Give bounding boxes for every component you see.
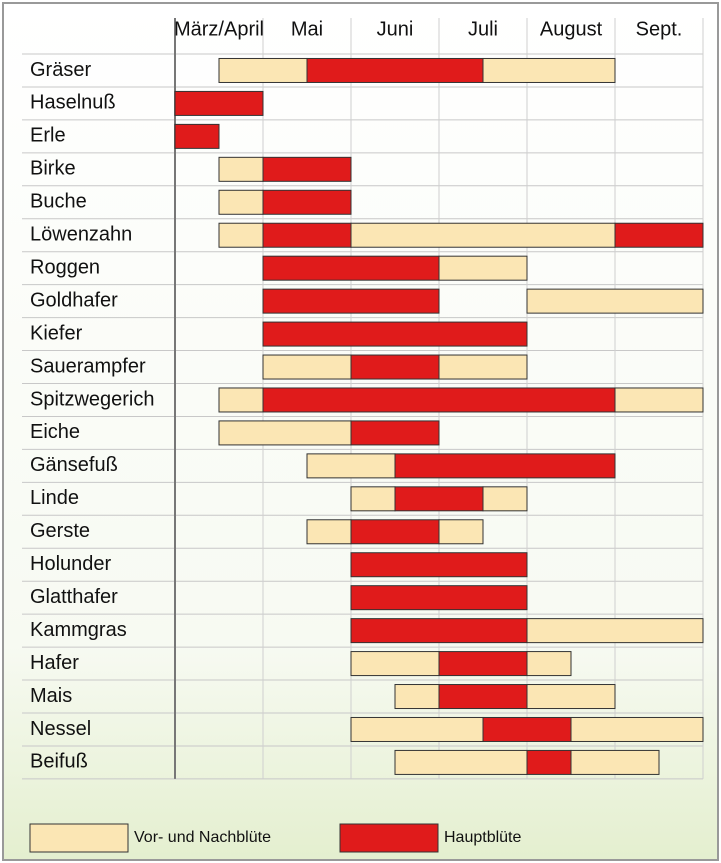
bloom-bar [307, 520, 351, 544]
bloom-bar [175, 124, 219, 148]
bloom-bar [263, 322, 527, 346]
row-label: Hafer [30, 652, 79, 674]
bloom-bar [307, 58, 483, 82]
bloom-bar [263, 289, 439, 313]
legend-swatch [340, 824, 438, 852]
bloom-bar [351, 421, 439, 445]
bloom-bar [439, 685, 527, 709]
bloom-bar [483, 58, 615, 82]
bloom-bar [263, 157, 351, 181]
bloom-bar [219, 421, 351, 445]
bloom-bar [351, 520, 439, 544]
bloom-bar [219, 58, 307, 82]
bloom-bar [351, 619, 527, 643]
row-label: Kiefer [30, 322, 83, 344]
bloom-bar [351, 487, 395, 511]
row-label: Erle [30, 125, 66, 147]
bloom-bar [219, 190, 263, 214]
row-label: Birke [30, 158, 76, 180]
bloom-bar [219, 223, 263, 247]
row-label: Löwenzahn [30, 224, 132, 246]
column-header: Sept. [636, 18, 683, 40]
row-label: Sauerampfer [30, 355, 146, 377]
bloom-bar [439, 355, 527, 379]
column-header: März/April [174, 18, 264, 40]
row-label: Eiche [30, 421, 80, 443]
row-label: Goldhafer [30, 289, 118, 311]
row-label: Gräser [30, 59, 91, 81]
bloom-bar [483, 717, 571, 741]
bloom-bar [395, 685, 439, 709]
bloom-bar [351, 553, 527, 577]
row-label: Haselnuß [30, 92, 116, 114]
bloom-bar [527, 289, 703, 313]
bloom-bar [263, 388, 615, 412]
row-label: Mais [30, 685, 72, 707]
bloom-bar [395, 487, 483, 511]
legend-label: Hauptblüte [444, 829, 521, 846]
bloom-bar [439, 256, 527, 280]
bloom-bar [527, 685, 615, 709]
bloom-bar [527, 652, 571, 676]
legend-swatch [30, 824, 128, 852]
row-label: Linde [30, 487, 79, 509]
bloom-bar [527, 750, 571, 774]
bloom-bar [439, 520, 483, 544]
column-header: Juni [377, 18, 414, 40]
row-label: Kammgras [30, 619, 127, 641]
row-label: Gerste [30, 520, 90, 542]
bloom-bar [351, 355, 439, 379]
row-label: Roggen [30, 256, 100, 278]
bloom-bar [571, 750, 659, 774]
bloom-bar [219, 388, 263, 412]
bloom-bar [351, 586, 527, 610]
column-header: Mai [291, 18, 323, 40]
column-header: August [540, 18, 603, 40]
bloom-bar [395, 454, 615, 478]
column-header: Juli [468, 18, 498, 40]
row-label: Spitzwegerich [30, 388, 155, 410]
row-label: Gänsefuß [30, 454, 118, 476]
bloom-bar [439, 652, 527, 676]
row-label: Holunder [30, 553, 112, 575]
chart: März/April Mai Juni Juli August Sept. Gräser Ha… [0, 0, 721, 863]
bloom-bar [263, 355, 351, 379]
bloom-bar [263, 256, 439, 280]
bloom-bar [351, 223, 615, 247]
bloom-bar [615, 223, 703, 247]
bloom-bar [351, 717, 483, 741]
row-label: Beifuß [30, 751, 88, 773]
bloom-bar [571, 717, 703, 741]
bloom-bar [395, 750, 527, 774]
bloom-bar [615, 388, 703, 412]
bloom-bar [263, 190, 351, 214]
row-label: Nessel [30, 718, 91, 740]
bloom-bar [351, 652, 439, 676]
row-label: Buche [30, 191, 87, 213]
bloom-bar [263, 223, 351, 247]
bloom-bar [307, 454, 395, 478]
bloom-bar [219, 157, 263, 181]
bloom-bar [175, 91, 263, 115]
bloom-bar [527, 619, 703, 643]
bloom-bar [483, 487, 527, 511]
row-label: Glatthafer [30, 586, 118, 608]
legend-label: Vor- und Nachblüte [134, 829, 271, 846]
